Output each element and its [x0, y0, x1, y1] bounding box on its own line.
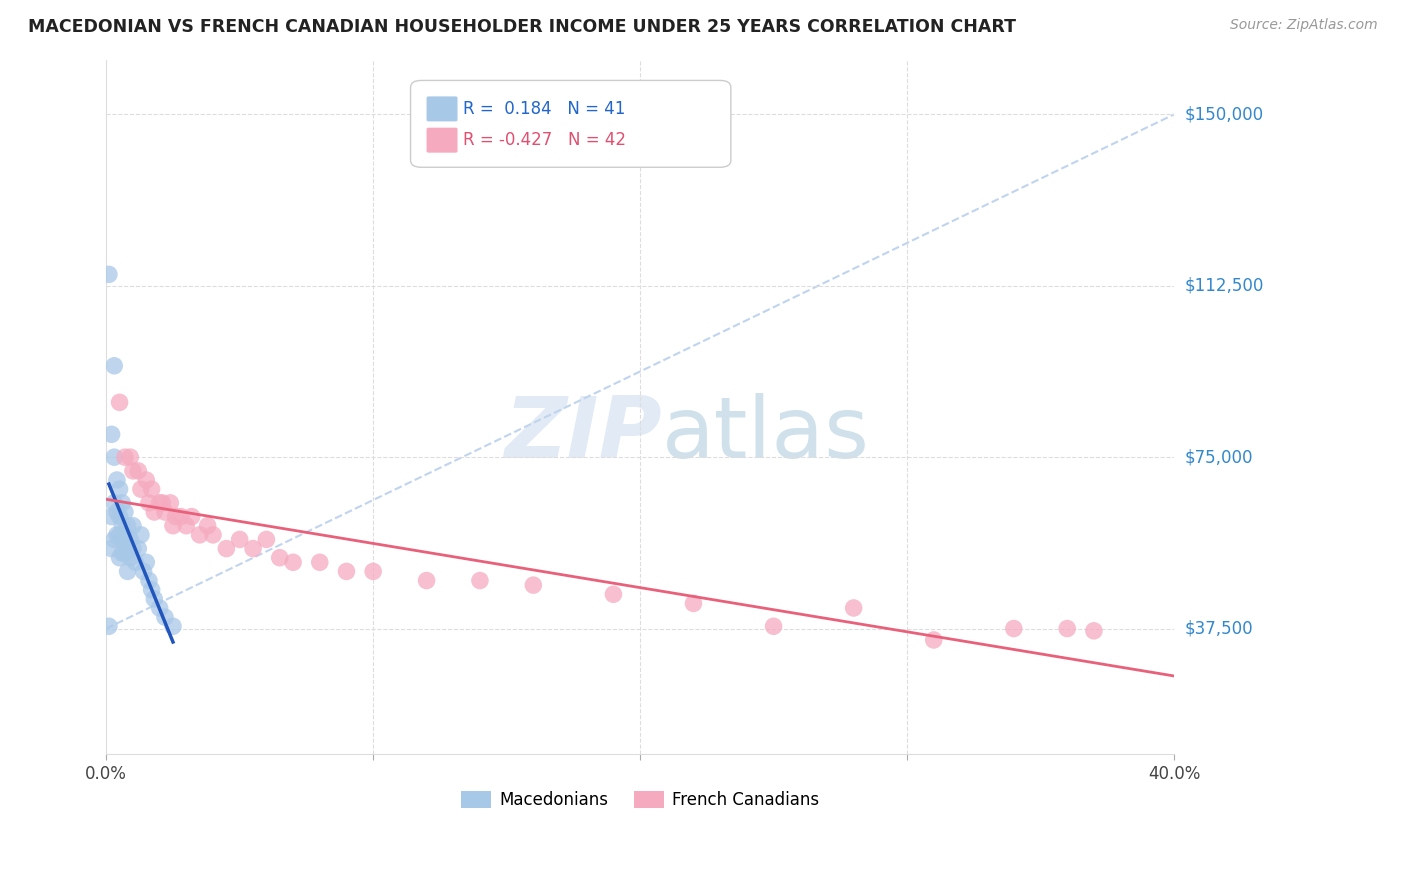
Point: [170, 509, 193, 524]
Point: [100, 427, 122, 442]
Point: [108, 482, 131, 496]
Legend: Macedonians, French Canadians: Macedonians, French Canadians: [454, 784, 825, 815]
Point: [127, 464, 149, 478]
Point: [188, 528, 211, 542]
Point: [153, 505, 176, 519]
Point: [108, 509, 131, 524]
Point: [159, 496, 181, 510]
Text: Source: ZipAtlas.com: Source: ZipAtlas.com: [1230, 18, 1378, 32]
FancyBboxPatch shape: [426, 128, 457, 153]
Point: [1083, 624, 1105, 638]
Point: [117, 565, 139, 579]
Text: R =  0.184   N = 41: R = 0.184 N = 41: [463, 100, 626, 118]
Point: [114, 528, 136, 542]
Text: ZIP: ZIP: [503, 393, 661, 476]
Point: [150, 496, 173, 510]
Point: [153, 610, 176, 624]
Point: [143, 505, 166, 519]
Point: [149, 496, 172, 510]
Point: [762, 619, 785, 633]
FancyBboxPatch shape: [426, 96, 457, 121]
Point: [180, 509, 202, 524]
Point: [120, 550, 142, 565]
Point: [122, 541, 145, 556]
Point: [138, 496, 160, 510]
Point: [105, 528, 128, 542]
Point: [138, 574, 160, 588]
Point: [468, 574, 491, 588]
Point: [111, 546, 134, 560]
Point: [141, 482, 163, 496]
Point: [361, 565, 384, 579]
Point: [117, 541, 139, 556]
Point: [108, 550, 131, 565]
Point: [122, 518, 145, 533]
Point: [162, 518, 184, 533]
Point: [415, 574, 437, 588]
Point: [602, 587, 624, 601]
Text: R = -0.427   N = 42: R = -0.427 N = 42: [463, 131, 626, 149]
Point: [242, 541, 264, 556]
Point: [120, 533, 142, 547]
Point: [1056, 622, 1078, 636]
Point: [1002, 622, 1025, 636]
Point: [114, 505, 136, 519]
Point: [197, 518, 219, 533]
Point: [682, 596, 704, 610]
Point: [124, 555, 146, 569]
Point: [111, 518, 134, 533]
Text: $75,000: $75,000: [1185, 448, 1254, 467]
Point: [100, 541, 122, 556]
Text: $150,000: $150,000: [1185, 105, 1264, 123]
Point: [202, 528, 225, 542]
Point: [254, 533, 277, 547]
Point: [335, 565, 357, 579]
Point: [122, 464, 145, 478]
Point: [105, 473, 128, 487]
Point: [114, 450, 136, 465]
Point: [105, 505, 128, 519]
Point: [108, 395, 131, 409]
Point: [135, 555, 157, 569]
Point: [143, 591, 166, 606]
Point: [215, 541, 238, 556]
Point: [129, 482, 152, 496]
Point: [129, 528, 152, 542]
Text: atlas: atlas: [661, 393, 869, 476]
Point: [108, 528, 131, 542]
Point: [127, 541, 149, 556]
FancyBboxPatch shape: [411, 80, 731, 168]
Point: [522, 578, 544, 592]
Point: [308, 555, 330, 569]
Point: [162, 619, 184, 633]
Point: [103, 450, 125, 465]
Point: [269, 550, 291, 565]
Point: [141, 582, 163, 597]
Text: $112,500: $112,500: [1185, 277, 1264, 294]
Point: [97, 268, 120, 282]
Point: [281, 555, 304, 569]
Point: [97, 619, 120, 633]
Point: [103, 359, 125, 373]
Point: [114, 546, 136, 560]
Point: [842, 601, 865, 615]
Point: [103, 496, 125, 510]
Point: [132, 565, 155, 579]
Point: [228, 533, 250, 547]
Point: [100, 509, 122, 524]
Text: MACEDONIAN VS FRENCH CANADIAN HOUSEHOLDER INCOME UNDER 25 YEARS CORRELATION CHAR: MACEDONIAN VS FRENCH CANADIAN HOUSEHOLDE…: [28, 18, 1017, 36]
Point: [922, 632, 945, 647]
Point: [135, 473, 157, 487]
Point: [111, 533, 134, 547]
Point: [176, 518, 198, 533]
Text: $37,500: $37,500: [1185, 620, 1254, 638]
Point: [103, 533, 125, 547]
Point: [120, 450, 142, 465]
Point: [165, 509, 187, 524]
Point: [149, 601, 172, 615]
Point: [111, 496, 134, 510]
Point: [117, 518, 139, 533]
